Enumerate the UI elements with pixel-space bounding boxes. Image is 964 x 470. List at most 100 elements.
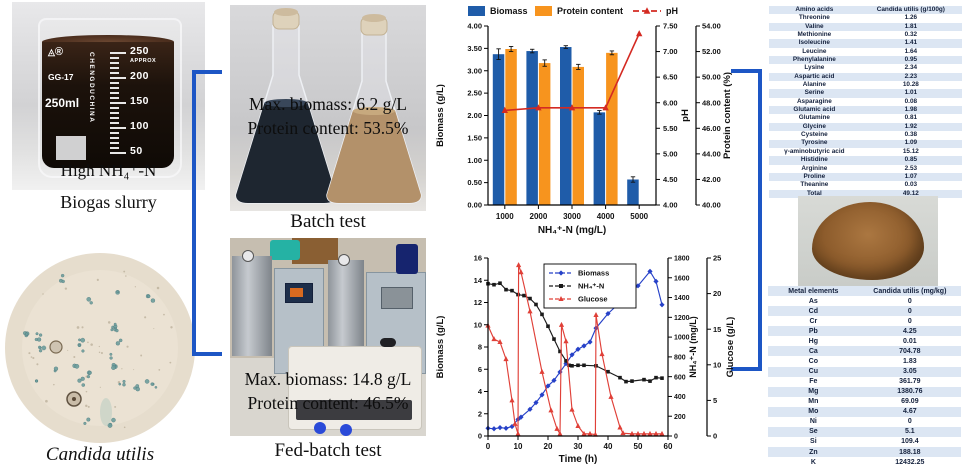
cell: K: [810, 458, 816, 466]
metal-elements-table: Metal elements Candida utilis (mg/kg) As 0 C…: [768, 286, 961, 467]
svg-text:5: 5: [713, 396, 717, 405]
svg-text:20: 20: [544, 442, 553, 451]
table-row: Si 109.4: [768, 437, 961, 447]
svg-text:3.50: 3.50: [467, 44, 482, 53]
nh4-optimization-chart: 0.00 0.50 1.00 1.50 2.00 2.50 3.00 3.50 4.00 1000…: [435, 6, 733, 236]
candida-utilis-caption: Candida utilis: [45, 444, 155, 465]
beaker-sticker: [56, 136, 86, 160]
svg-text:Glucose (g/L): Glucose (g/L): [725, 317, 736, 378]
graduation-label: 150: [130, 95, 150, 107]
fed-batch-biomass-text: Max. biomass: 14.8 g/L: [244, 369, 412, 389]
cell: 1380.76: [897, 388, 923, 396]
cell: Proline: [803, 172, 826, 180]
table-row: Tyrosine 1.09: [769, 139, 962, 148]
svg-text:0: 0: [478, 432, 482, 441]
blue-cap-bottle: [314, 422, 326, 434]
batch-protein-text: Protein content: 53.5%: [247, 117, 409, 138]
cell: 0: [907, 297, 912, 305]
cell: 4.25: [903, 327, 917, 335]
table-row: Glutamine 0.81: [769, 114, 962, 122]
svg-text:8: 8: [478, 343, 482, 352]
table-row: Ni 0: [768, 417, 961, 427]
cell: 1.41: [904, 39, 918, 47]
batch-biomass-text: Max. biomass: 6.2 g/L: [249, 94, 407, 114]
fed-batch-protein-text: Protein content: 46.5%: [247, 392, 409, 413]
svg-text:6.00: 6.00: [663, 98, 678, 107]
svg-text:6.50: 6.50: [663, 73, 678, 82]
table-row: Cu 3.05: [768, 366, 961, 377]
cell: Fe: [809, 378, 818, 386]
biogas-slurry-caption: Biogas slurry: [60, 192, 157, 212]
svg-text:Protein content (%): Protein content (%): [722, 72, 733, 159]
table-row: Arginine 2.53: [769, 165, 962, 173]
svg-text:pH: pH: [666, 6, 678, 16]
blue-cap-bottle: [340, 424, 352, 436]
fermenter-vessel-left: [232, 256, 272, 356]
beaker-volume-label: 250ml: [45, 96, 80, 110]
svg-text:200: 200: [674, 414, 686, 421]
cell: 12432.25: [895, 458, 925, 466]
table-row: Hg 0.01: [768, 336, 961, 346]
table-row: Glutamic acid 1.98: [769, 106, 962, 115]
table-row: Threonine 1.26: [769, 14, 962, 22]
high-nh4-label: High NH₄⁺-N: [60, 161, 157, 180]
table-row: Fe 361.79: [768, 377, 961, 387]
svg-text:10: 10: [474, 320, 482, 329]
reagent-bottle: [396, 244, 418, 274]
svg-text:15: 15: [713, 325, 721, 334]
table-row: Methionine 0.32: [769, 31, 962, 39]
cell: Si: [810, 438, 817, 446]
svg-text:1600: 1600: [674, 275, 690, 282]
cell: 15.12: [902, 147, 919, 155]
cell: Methionine: [797, 31, 832, 38]
table-row: Valine 1.81: [769, 22, 962, 32]
powder-pile: [812, 202, 924, 280]
svg-text:0: 0: [486, 442, 491, 451]
cell: 49.12: [902, 189, 919, 197]
cell: Total: [806, 189, 822, 197]
cell: Glycine: [802, 122, 826, 130]
svg-text:2: 2: [478, 409, 482, 418]
cell: Cysteine: [801, 131, 828, 139]
cell: Cr: [809, 317, 818, 325]
cell: 0.81: [904, 114, 918, 122]
table-row: Lysine 2.34: [769, 64, 962, 72]
table-header-row: Metal elements Candida utilis (mg/kg): [768, 286, 961, 297]
svg-text:2.00: 2.00: [467, 111, 482, 120]
table-row: Cr 0: [768, 316, 961, 326]
svg-text:pH: pH: [680, 109, 691, 122]
svg-text:40.00: 40.00: [702, 201, 721, 210]
svg-text:1000: 1000: [674, 335, 690, 342]
cell: Tyrosine: [801, 139, 828, 147]
table-row: Zn 188.18: [768, 447, 961, 458]
svg-text:7.50: 7.50: [663, 22, 678, 31]
cell: 1.01: [904, 89, 918, 97]
svg-text:12: 12: [474, 298, 482, 307]
svg-text:46.00: 46.00: [702, 124, 721, 133]
cell: Mo: [808, 408, 819, 416]
table-row: As 0: [768, 296, 961, 306]
cell: 0.85: [904, 156, 918, 164]
cell: Cu: [808, 368, 819, 376]
fed-batch-time-course-chart: 0 10 20 30 40 50 60024681012141602004006008001…: [435, 254, 736, 465]
table-row: Alanine 10.28: [769, 81, 962, 89]
cell: 0.01: [903, 337, 917, 345]
svg-text:1400: 1400: [674, 295, 690, 302]
cell: Threonine: [798, 14, 830, 22]
cell: 2.23: [904, 72, 918, 80]
cell: 2.53: [904, 164, 918, 172]
svg-text:48.00: 48.00: [702, 98, 721, 107]
cell: 2.34: [904, 64, 918, 72]
svg-text:3000: 3000: [563, 212, 581, 221]
svg-text:14: 14: [474, 276, 483, 285]
svg-text:50: 50: [634, 442, 643, 451]
table-row: Mg 1380.76: [768, 386, 961, 397]
table-row: Total 49.12: [769, 189, 962, 198]
cell: γ-aminobutyric acid: [784, 147, 845, 155]
svg-text:800: 800: [674, 354, 686, 361]
cell: Phenylalanine: [792, 56, 836, 64]
svg-text:4.50: 4.50: [663, 175, 678, 184]
table-row: Cysteine 0.38: [769, 131, 962, 139]
svg-text:NH₄⁺-N: NH₄⁺-N: [578, 282, 604, 291]
yeast-powder-photo: [798, 196, 938, 286]
